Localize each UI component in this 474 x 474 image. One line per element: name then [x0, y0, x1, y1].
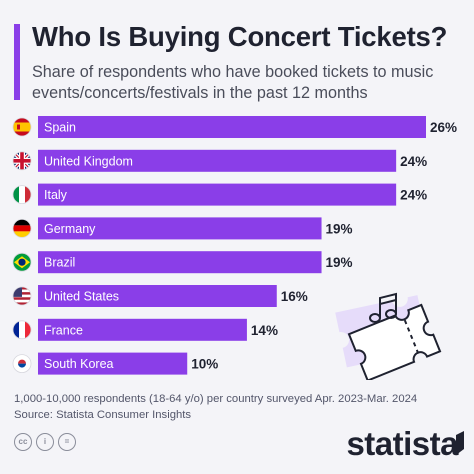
- value-label: 19%: [326, 255, 353, 270]
- category-label: France: [44, 323, 83, 337]
- italy-flag-icon: [12, 185, 32, 204]
- south-korea-flag-icon: [12, 354, 32, 374]
- music-ticket-icon: [335, 292, 442, 380]
- statista-logo[interactable]: statista: [346, 425, 458, 462]
- bar-united-kingdom: [38, 149, 397, 172]
- footnote-source: Source: Statista Consumer Insights: [14, 409, 192, 421]
- bar-south-korea: [38, 352, 188, 375]
- category-label: Italy: [44, 188, 68, 202]
- value-label: 24%: [400, 154, 427, 169]
- spain-flag-icon: [12, 117, 32, 137]
- no-derivatives-icon: =: [58, 433, 76, 451]
- chart-title: Who Is Buying Concert Tickets?: [32, 21, 448, 52]
- category-label: Germany: [44, 222, 96, 236]
- bar-france: [38, 318, 247, 341]
- value-label: 10%: [191, 357, 218, 372]
- value-label: 16%: [281, 289, 308, 304]
- value-label: 19%: [326, 221, 353, 236]
- brazil-flag-icon: [12, 252, 32, 272]
- attribution-icon: i: [36, 433, 54, 451]
- bar-spain: [38, 116, 426, 138]
- category-label: South Korea: [44, 357, 114, 371]
- license-icons: cc i =: [14, 433, 76, 451]
- category-label: Brazil: [44, 256, 75, 270]
- category-label: Spain: [44, 121, 76, 135]
- chart-footnote: 1,000-10,000 respondents (18-64 y/o) per…: [14, 391, 417, 423]
- value-label: 26%: [430, 120, 457, 135]
- bar-chart: Spain 26% United Kingdom 24% Italy 24% Germany…: [12, 116, 457, 375]
- uk-flag-icon: [12, 151, 32, 171]
- bar-united-states: [38, 285, 277, 307]
- bar-italy: [38, 183, 397, 206]
- statista-logo-mark: [456, 431, 464, 455]
- cc-icon: cc: [14, 433, 32, 451]
- category-label: United Kingdom: [44, 154, 133, 168]
- value-label: 14%: [251, 323, 278, 338]
- germany-flag-icon: [12, 219, 32, 238]
- france-flag-icon: [12, 320, 32, 340]
- footnote-respondents: 1,000-10,000 respondents (18-64 y/o) per…: [14, 393, 418, 405]
- value-label: 24%: [400, 188, 427, 203]
- chart-subtitle: Share of respondents who have booked tic…: [32, 63, 434, 102]
- category-label: United States: [44, 290, 119, 304]
- bar-germany: [38, 217, 322, 240]
- bar-brazil: [38, 251, 322, 274]
- usa-flag-icon: [12, 286, 32, 306]
- title-accent-bar: [14, 24, 20, 100]
